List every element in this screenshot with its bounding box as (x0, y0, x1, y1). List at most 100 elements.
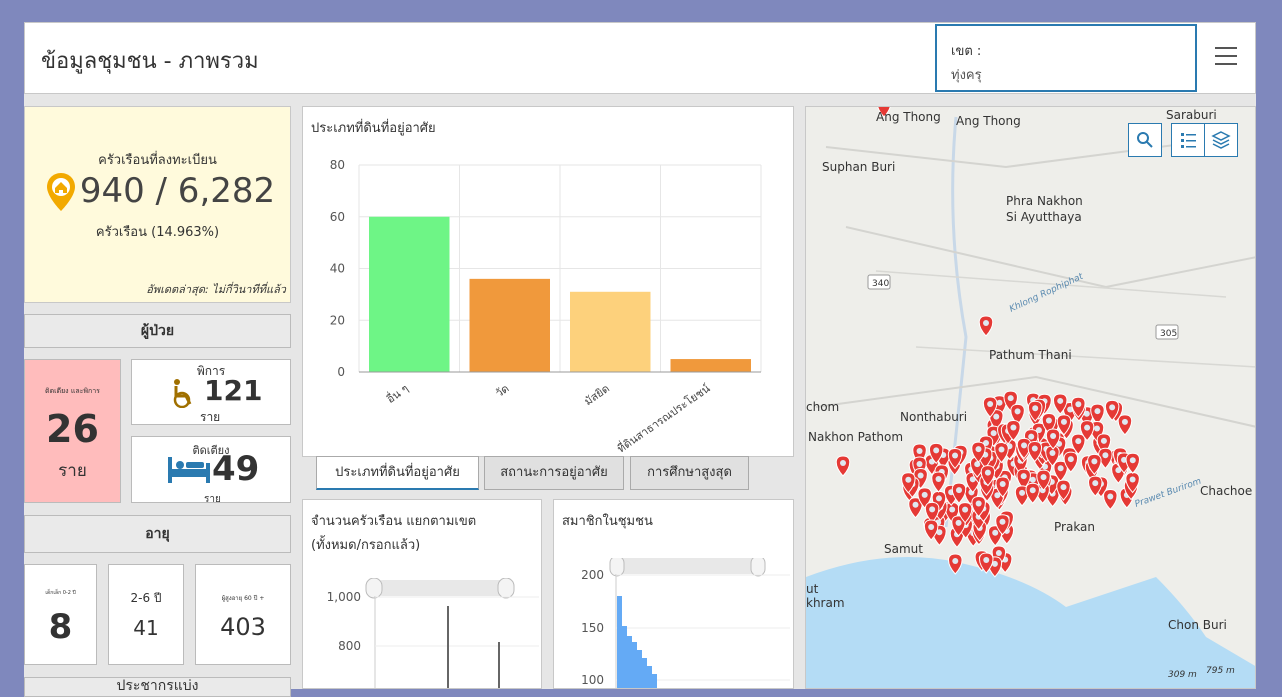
age-group-label: เด็กเล็ก 0-2 ปี (45, 590, 76, 596)
household-marker[interactable] (1079, 420, 1095, 442)
map-canvas[interactable]: Ang Thong Ang Thong Saraburi Suphan Buri… (806, 107, 1256, 689)
map-label: 309 m (1168, 670, 1197, 680)
household-marker[interactable] (1016, 468, 1031, 490)
household-marker[interactable] (877, 107, 891, 118)
y-tick-label: 40 (330, 262, 345, 276)
x-tick-label: ที่ดินสาธารณประโยชน์ (614, 380, 713, 452)
household-label: ครัวเรือนที่ลงทะเบียน (98, 153, 217, 168)
marker-home-icon (1109, 404, 1116, 411)
marker-home-icon (916, 461, 923, 468)
histogram-bar (647, 666, 652, 688)
map-label: Khlong Rophiphat (1008, 272, 1085, 315)
marker-home-icon (1057, 397, 1064, 404)
map-label: Nakhon Pathom (808, 430, 903, 444)
household-marker[interactable] (931, 471, 946, 493)
marker-home-icon (974, 461, 981, 468)
household-marker[interactable] (1052, 393, 1068, 415)
household-marker[interactable] (1071, 433, 1086, 455)
household-marker[interactable] (948, 553, 963, 575)
marker-home-icon (1060, 418, 1067, 425)
marker-home-icon (933, 447, 940, 454)
range-slider-handle-right[interactable] (750, 558, 766, 577)
range-slider-handle-left[interactable] (365, 578, 383, 599)
marker-home-icon (1029, 476, 1036, 483)
household-marker[interactable] (1027, 441, 1043, 463)
household-marker[interactable] (1125, 452, 1141, 475)
bedridden-card: ติดเตียง 49 ราย (131, 436, 291, 505)
y-tick-label: 100 (581, 673, 604, 687)
household-marker[interactable] (1103, 488, 1118, 511)
marker-home-icon (984, 469, 991, 476)
district-chart-panel: จำนวนครัวเรือน แยกตามเขต (ทั้งหมด/กรอกแล… (302, 499, 542, 689)
marker-home-icon (917, 472, 924, 479)
map-label: Nonthaburi (900, 410, 967, 424)
updated-text: อัพเดตล่าสุด: ไม่กี่วินาทีที่แล้ว (146, 283, 286, 296)
range-slider-handle-left[interactable] (609, 558, 625, 577)
marker-home-icon (949, 506, 956, 513)
map-search-button[interactable] (1128, 123, 1162, 157)
tab-land-type[interactable]: ประเภทที่ดินที่อยู่อาศัย (316, 456, 479, 490)
household-marker[interactable] (1087, 453, 1102, 476)
tab-education[interactable]: การศึกษาสูงสุด (630, 456, 749, 490)
histogram-bar (642, 658, 647, 688)
marker-home-icon (952, 452, 959, 459)
range-slider-track[interactable] (375, 580, 509, 596)
bar (369, 216, 450, 372)
household-marker[interactable] (1104, 399, 1120, 422)
household-marker[interactable] (1063, 451, 1079, 473)
household-marker[interactable] (1041, 412, 1057, 435)
marker-home-icon (1129, 457, 1136, 464)
histogram-bar (627, 636, 632, 688)
map-label: Prakan (1054, 520, 1095, 534)
y-tick-label: 1,000 (327, 590, 361, 604)
histogram-bar (632, 642, 637, 688)
household-marker[interactable] (982, 396, 998, 418)
route-shield (867, 274, 891, 290)
members-chart-panel: สมาชิกในชุมชน 200 150 100 (553, 499, 794, 689)
marker-home-icon (1060, 484, 1067, 491)
bedridden-value: 49 (212, 449, 260, 489)
disabled-card: พิการ 121 ราย (131, 359, 291, 425)
home-pin-icon (47, 173, 75, 215)
household-marker[interactable] (947, 447, 963, 470)
household-marker[interactable] (1056, 479, 1071, 501)
tab-residence-status[interactable]: สถานะการอยู่อาศัย (484, 456, 624, 490)
household-markers[interactable] (835, 107, 1141, 578)
household-marker[interactable] (1090, 403, 1105, 425)
histogram-bar (622, 626, 627, 688)
range-slider-handle-right[interactable] (497, 578, 515, 599)
hamburger-menu-icon[interactable] (1215, 47, 1237, 65)
household-marker[interactable] (1117, 414, 1133, 436)
histogram-bar (617, 596, 622, 688)
map-legend-button[interactable] (1171, 123, 1205, 157)
household-marker[interactable] (901, 472, 916, 494)
population-header: ประชากรแบ่ง (24, 677, 291, 697)
map-label: Suphan Buri (822, 160, 895, 174)
district-selector[interactable]: เขต : ทุ่งครุ (935, 24, 1197, 92)
marker-home-icon (912, 501, 919, 508)
marker-home-icon (993, 413, 1000, 420)
household-marker[interactable] (987, 525, 1003, 547)
map-layers-button[interactable] (1204, 123, 1238, 157)
x-tick-label: อื่น ๆ (383, 380, 411, 406)
histogram-bar (637, 650, 642, 688)
household-marker[interactable] (924, 501, 940, 524)
marker-home-icon (921, 491, 928, 498)
disabled-value: 121 (204, 374, 263, 407)
household-marker[interactable] (1027, 400, 1043, 422)
y-tick-label: 800 (338, 639, 361, 653)
marker-home-icon (995, 550, 1002, 557)
marker-home-icon (975, 500, 982, 507)
marker-home-icon (936, 529, 943, 536)
household-marker[interactable] (1010, 403, 1025, 426)
district-chart: 1,000 800 (327, 578, 539, 688)
household-marker[interactable] (971, 495, 986, 518)
map-view[interactable]: Ang Thong Ang Thong Saraburi Suphan Buri… (805, 106, 1256, 689)
marker-home-icon (1007, 395, 1014, 402)
household-marker[interactable] (1014, 485, 1030, 507)
range-slider-track[interactable] (616, 558, 760, 574)
marker-home-icon (999, 480, 1006, 487)
marker-home-icon (929, 506, 936, 513)
marker-home-icon (916, 447, 923, 454)
marker-home-icon (1075, 438, 1082, 445)
